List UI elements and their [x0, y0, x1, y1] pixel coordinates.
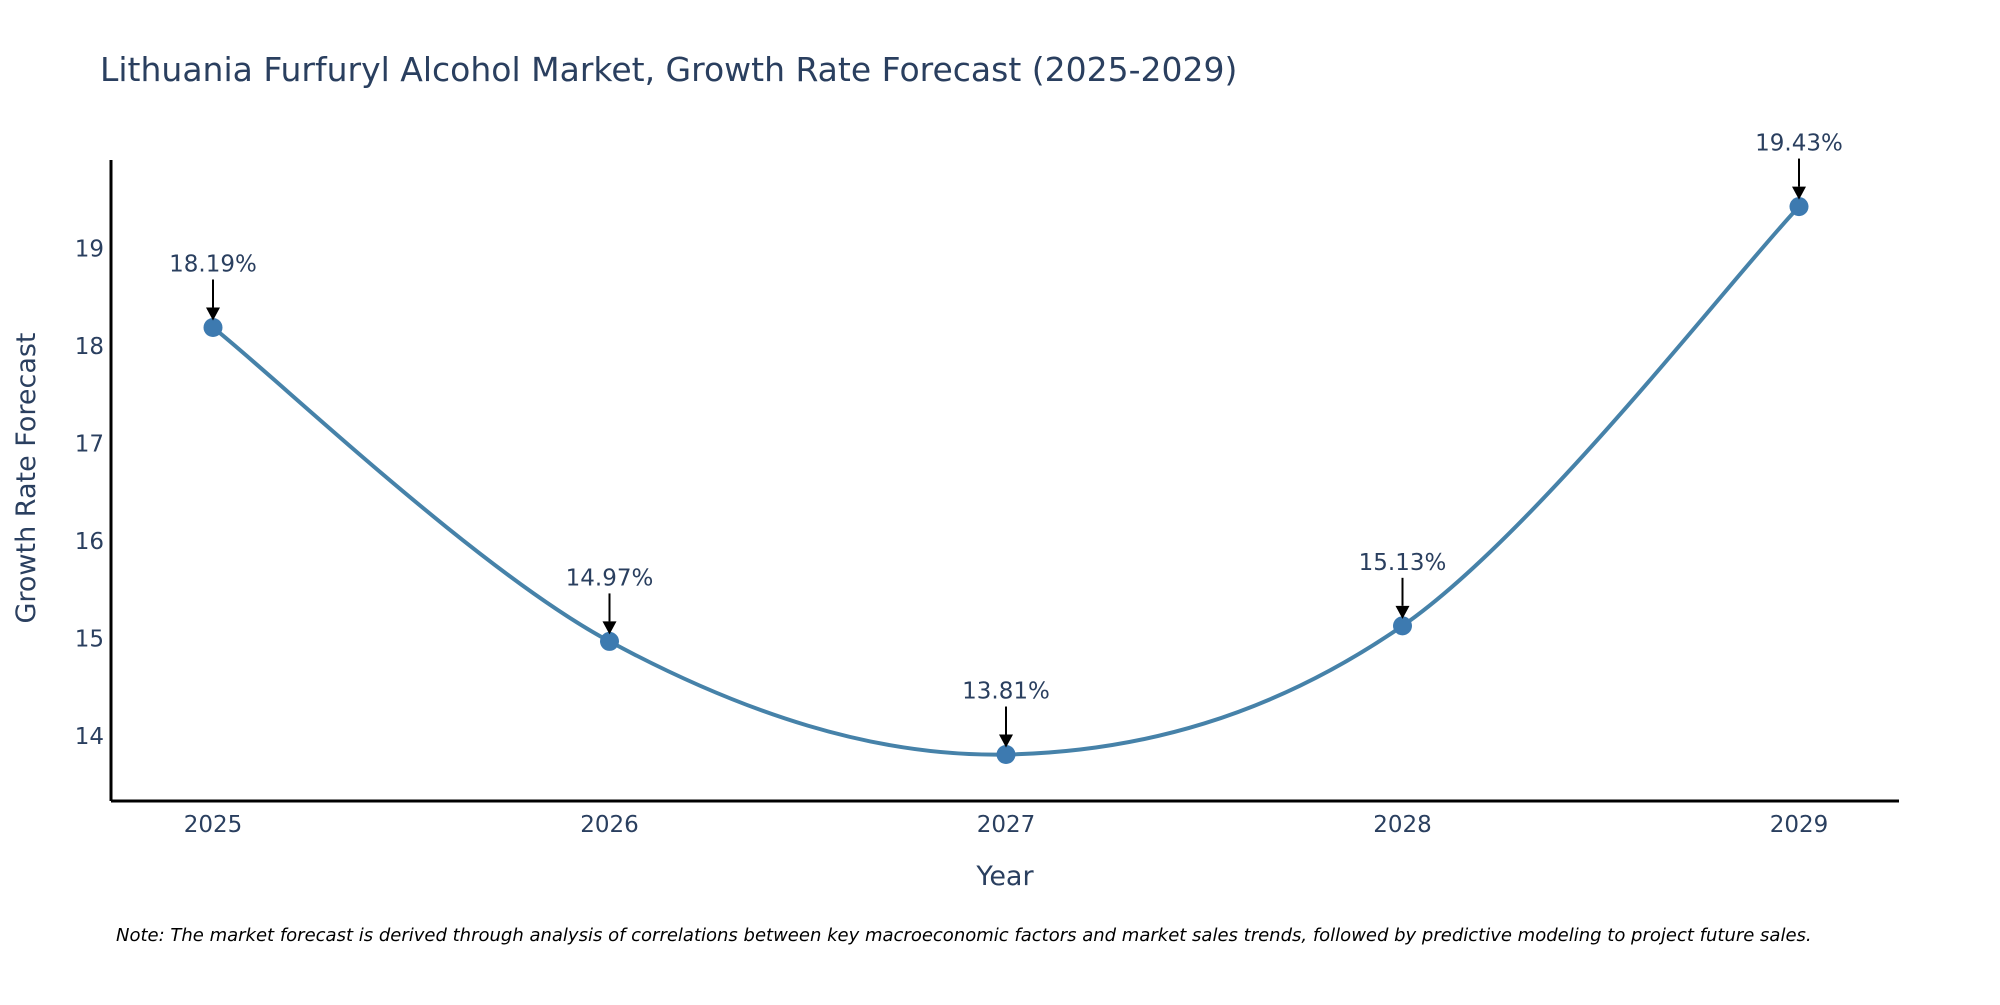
data-point	[1789, 197, 1809, 217]
data-label: 13.81%	[962, 679, 1050, 705]
data-point	[1393, 616, 1412, 636]
data-label: 14.97%	[566, 565, 654, 591]
x-tick-label: 2029	[1770, 812, 1829, 838]
data-label: 18.19%	[169, 251, 257, 277]
data-point	[600, 631, 619, 651]
x-tick-label: 2027	[977, 812, 1036, 838]
data-label: 15.13%	[1359, 550, 1447, 576]
data-label: 19.43%	[1755, 131, 1843, 157]
x-axis-title: Year	[975, 861, 1034, 892]
annotation-arrow-head	[602, 621, 617, 635]
series-line	[211, 205, 1801, 757]
y-tick-label: 17	[75, 432, 104, 458]
annotation-arrow-head	[999, 734, 1013, 748]
y-tick-label: 16	[75, 529, 104, 555]
annotation-arrow-head	[1792, 186, 1806, 200]
chart-title: Lithuania Furfuryl Alcohol Market, Growt…	[100, 50, 1237, 89]
data-point	[203, 317, 223, 337]
y-tick-label: 19	[75, 237, 104, 263]
footnote: Note: The market forecast is derived thr…	[116, 925, 1812, 946]
annotation-arrow-head	[1395, 605, 1410, 619]
y-axis-title: Growth Rate Forecast	[11, 332, 42, 623]
data-point	[996, 745, 1016, 765]
x-tick-label: 2028	[1373, 812, 1432, 838]
x-tick-label: 2025	[184, 812, 243, 838]
x-tick-label: 2026	[580, 812, 639, 838]
y-tick-label: 18	[75, 334, 104, 360]
plot-area: 14 15 16 17 18 19 2025 2026 2027 2028 2029 18.19% 14…	[75, 131, 1843, 838]
annotation-arrow-head	[206, 307, 220, 321]
y-tick-label: 14	[75, 724, 104, 750]
y-tick-label: 15	[75, 627, 104, 653]
